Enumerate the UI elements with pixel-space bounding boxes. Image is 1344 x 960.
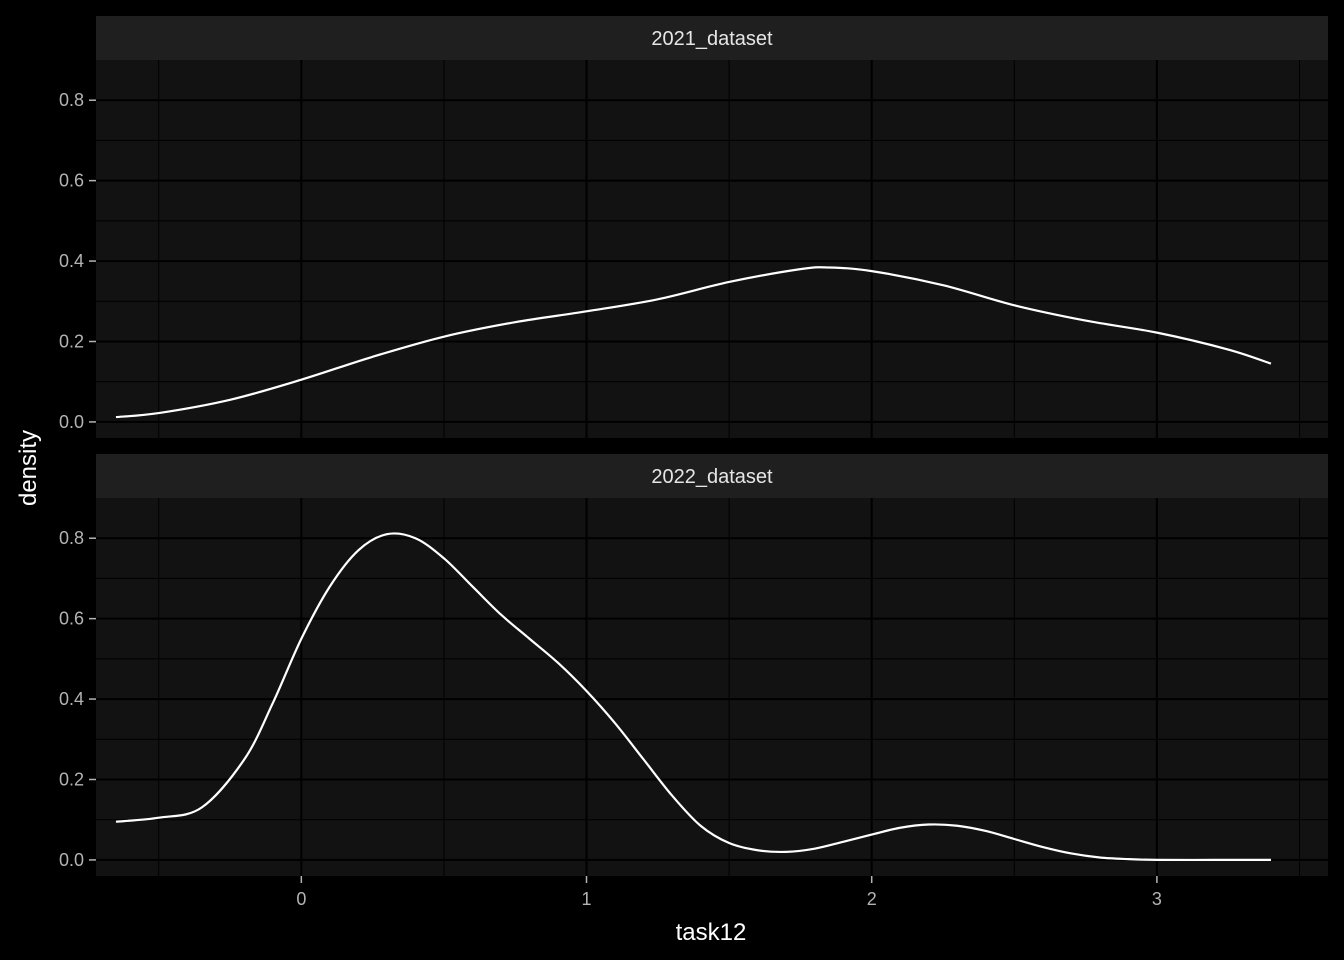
y-tick-label: 0.0	[59, 850, 84, 870]
facet-strip	[96, 16, 1328, 60]
facet-strip-label: 2021_dataset	[651, 28, 773, 50]
y-tick-label: 0.4	[59, 251, 84, 271]
x-axis: 0 1 2 3	[296, 876, 1162, 909]
y-tick-label: 0.8	[59, 528, 84, 548]
x-tick-label: 3	[1152, 889, 1162, 909]
facet-panel-2: 2022_dataset 0.0 0.2 0.4 0.6 0.8	[59, 454, 1328, 876]
facet-panel-1: 2021_dataset 0.0 0.2 0.4 0.6 0.8	[59, 16, 1328, 438]
y-tick-label: 0.6	[59, 171, 84, 191]
x-tick-label: 1	[582, 889, 592, 909]
y-tick-label: 0.0	[59, 412, 84, 432]
y-tick-label: 0.2	[59, 331, 84, 351]
density-line	[115, 532, 1271, 862]
y-tick-label: 0.8	[59, 90, 84, 110]
density-line	[115, 266, 1272, 419]
facet-strip-label: 2022_dataset	[651, 466, 773, 488]
y-tick-label: 0.2	[59, 769, 84, 789]
x-axis-title: task12	[676, 919, 747, 946]
y-axis-title: density	[15, 430, 42, 506]
y-tick-label: 0.4	[59, 689, 84, 709]
x-tick-label: 0	[296, 889, 306, 909]
facet-strip	[96, 454, 1328, 498]
x-tick-label: 2	[867, 889, 877, 909]
facet-panels: 2021_dataset 0.0 0.2 0.4 0.6 0.8 2022_dataset 0…	[59, 16, 1328, 876]
y-tick-label: 0.6	[59, 609, 84, 629]
